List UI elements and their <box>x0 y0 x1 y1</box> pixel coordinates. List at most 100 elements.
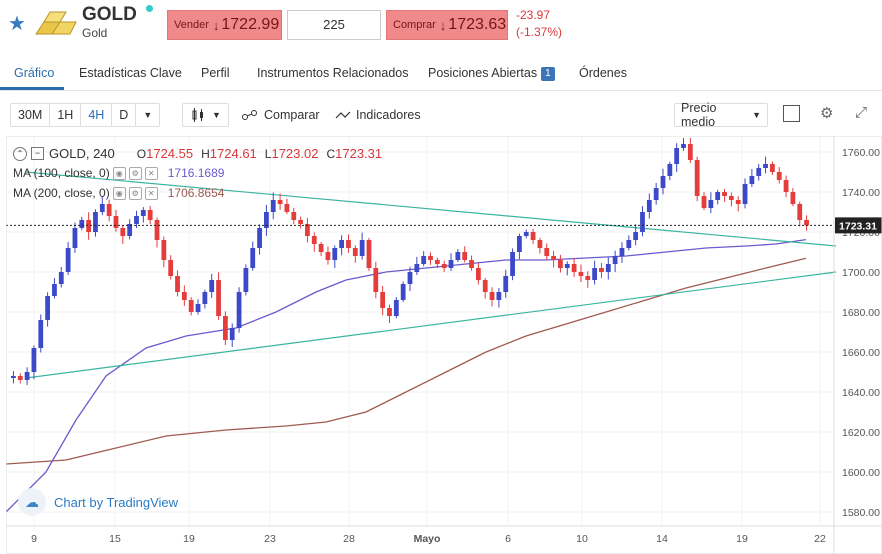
candle-body <box>722 192 727 196</box>
candle-body <box>455 252 461 260</box>
candle-body <box>797 204 803 220</box>
candle-body <box>236 292 242 328</box>
candle-body <box>140 210 146 216</box>
candle-body <box>667 164 673 176</box>
close-icon[interactable]: ✕ <box>144 166 158 180</box>
candle-body <box>202 292 208 304</box>
interval-30m[interactable]: 30M <box>11 104 51 126</box>
price-chart[interactable]: 1760.001740.001720.001700.001680.001660.… <box>6 136 882 554</box>
sell-button[interactable]: Vender ↓ 1722.99 <box>167 10 282 40</box>
candle-body <box>93 212 98 232</box>
candle-body <box>154 220 160 240</box>
candle-body <box>270 200 276 212</box>
candle-body <box>585 276 591 280</box>
candle-body <box>305 224 310 236</box>
tab-perfil[interactable]: Perfil <box>201 66 230 80</box>
interval-dropdown[interactable]: ▼ <box>136 104 159 126</box>
candle-body <box>462 252 468 260</box>
sell-label: Vender <box>174 19 209 31</box>
tradingview-watermark-text: Chart by TradingView <box>54 494 179 510</box>
eye-icon[interactable]: ◉ <box>112 166 126 180</box>
fullscreen-toggle-checkbox[interactable] <box>783 105 800 122</box>
tab-ordenes[interactable]: Órdenes <box>579 66 627 80</box>
candle-body <box>359 240 365 256</box>
candle-body <box>448 260 454 268</box>
current-price-tag-bg <box>835 217 882 234</box>
candle-body <box>366 240 372 268</box>
expand-icon[interactable]: ⤢ <box>855 104 868 121</box>
candle-body <box>517 236 522 252</box>
tab-posiciones-abiertas[interactable]: Posiciones Abiertas 1 <box>428 66 555 81</box>
candle-body <box>790 192 796 204</box>
buy-button[interactable]: Comprar ↓ 1723.63 <box>386 10 508 40</box>
close-icon[interactable]: ✕ <box>144 186 158 200</box>
candle-body <box>31 348 37 372</box>
x-tick-label: 19 <box>183 533 195 545</box>
favorite-star-icon[interactable]: ★ <box>8 13 26 35</box>
chevron-down-icon: ▼ <box>212 110 221 120</box>
x-tick-label: 28 <box>343 533 355 545</box>
y-tick-label: 1600.00 <box>842 467 880 479</box>
symbol-label: GOLD, 240 <box>49 146 115 161</box>
candle-body <box>804 220 809 226</box>
candle-body <box>742 184 748 204</box>
candle-body <box>332 248 338 260</box>
candle-body <box>346 240 351 248</box>
chevron-up-icon[interactable]: ⌃ <box>13 146 27 161</box>
tradingview-watermark[interactable]: ☁ Chart by TradingView <box>18 488 178 516</box>
candle-body <box>633 232 639 240</box>
candle-body <box>127 224 133 236</box>
settings-icon[interactable]: ⚙ <box>128 186 142 200</box>
instrument-title: GOLD <box>82 4 137 25</box>
active-tab-underline <box>0 87 64 90</box>
candle-body <box>175 276 180 292</box>
candle-body <box>339 240 345 248</box>
tab-grafico[interactable]: Gráfico <box>14 66 55 80</box>
interval-4h[interactable]: 4H <box>81 104 113 126</box>
candle-body <box>209 280 215 292</box>
tab-instrumentos-relacionados[interactable]: Instrumentos Relacionados <box>257 66 409 80</box>
ohlc-high: H1724.61 <box>201 146 257 161</box>
candle-body <box>640 212 645 232</box>
price-mode-select[interactable]: Precio medio ▼ <box>674 101 768 129</box>
candle-body <box>551 256 556 260</box>
candle-body <box>687 144 693 160</box>
y-tick-label: 1760.00 <box>842 147 880 159</box>
open-positions-badge: 1 <box>541 66 555 81</box>
candle-body <box>99 204 105 212</box>
candle-body <box>17 376 23 380</box>
y-tick-label: 1640.00 <box>842 387 880 399</box>
collapse-icon[interactable]: − <box>31 147 44 160</box>
settings-icon[interactable]: ⚙ <box>128 166 142 180</box>
candle-body <box>373 268 379 292</box>
candle-body <box>147 210 153 220</box>
market-open-indicator <box>146 5 153 12</box>
quantity-input[interactable]: 225 <box>287 10 381 40</box>
candle-body <box>134 216 139 224</box>
interval-d[interactable]: D <box>112 104 137 126</box>
indicators-button[interactable]: Indicadores <box>335 103 421 127</box>
interval-1h[interactable]: 1H <box>50 104 82 126</box>
candle-body <box>86 220 92 232</box>
candle-body <box>65 248 71 272</box>
candle-body <box>277 200 283 204</box>
candle-body <box>380 292 386 308</box>
candle-body <box>161 240 167 260</box>
tab-estadisticas-clave[interactable]: Estadísticas Clave <box>79 66 182 80</box>
eye-icon[interactable]: ◉ <box>112 186 126 200</box>
compare-button[interactable]: Comparar <box>241 103 320 127</box>
candle-body <box>291 212 297 220</box>
x-tick-label: 10 <box>576 533 588 545</box>
gear-icon[interactable]: ⚙ <box>820 105 834 122</box>
price-change: -23.97 <box>516 8 551 22</box>
candle-body <box>24 372 30 380</box>
compare-label: Comparar <box>264 108 320 122</box>
candle-body <box>653 188 659 200</box>
candle-body <box>250 248 256 268</box>
tab-bar: Gráfico Estadísticas Clave Perfil Instru… <box>0 58 882 91</box>
chart-type-selector[interactable]: ▼ <box>182 103 229 127</box>
candle-body <box>503 276 509 292</box>
candle-body <box>106 204 112 216</box>
candle-body <box>311 236 317 244</box>
candle-body <box>489 292 495 300</box>
